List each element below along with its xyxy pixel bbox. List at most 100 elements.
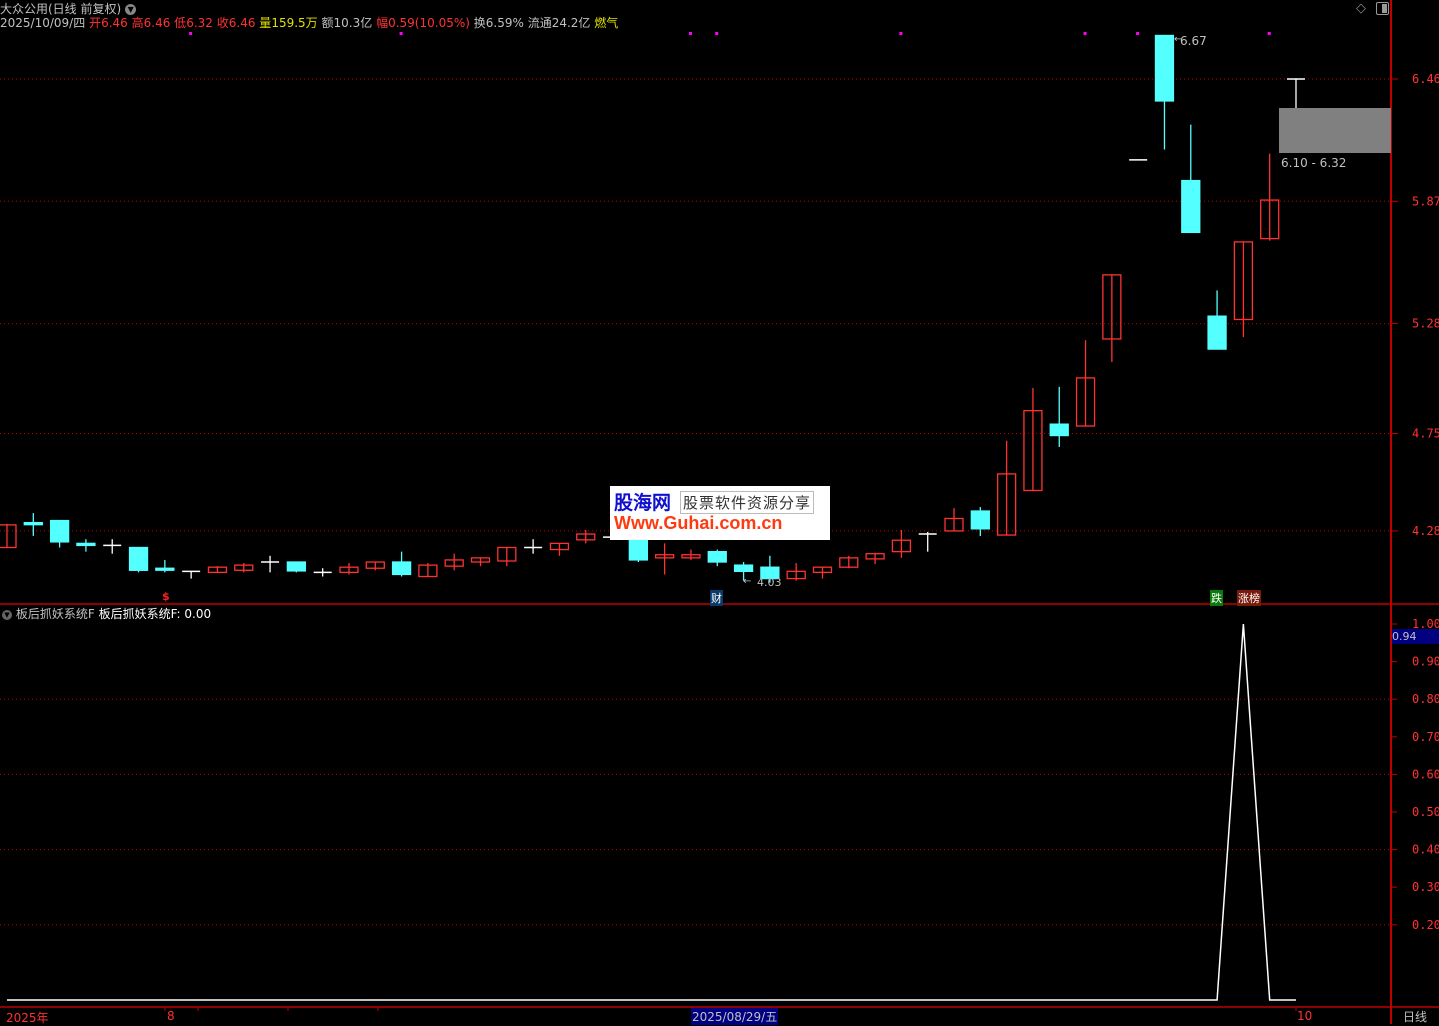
low-label: 低 — [174, 16, 187, 30]
finance-marker[interactable]: 财 — [710, 590, 723, 606]
candle-body — [839, 557, 859, 568]
candle-body — [576, 533, 596, 541]
indicator-line — [7, 623, 1296, 1001]
price-range-box — [1279, 108, 1391, 153]
indicator-header[interactable]: ▼ 板后抓妖系统F 板后抓妖系统F: 0.00 — [2, 605, 211, 622]
candle-body — [1233, 241, 1254, 321]
indicator-yaxis-label: 0.90 — [1412, 655, 1439, 669]
candle-body — [1181, 179, 1201, 234]
yaxis-label: 5.28 — [1412, 317, 1439, 331]
signal-dot — [899, 32, 903, 35]
float-cap-value: 流通24.2亿 — [527, 16, 591, 30]
indicator-yaxis-label: 0.80 — [1412, 692, 1439, 706]
yaxis-label: 6.46 — [1412, 72, 1439, 86]
period-selector[interactable]: 日线 — [1403, 1010, 1428, 1024]
sector-link[interactable]: 燃气 — [594, 16, 619, 30]
quote-date: 2025/10/09/四 — [0, 16, 86, 30]
indicator-yaxis-label: 1.00 — [1412, 617, 1439, 631]
watermark-banner: 股海网 股票软件资源分享 Www.Guhai.com.cn — [610, 486, 830, 540]
candle-body — [655, 554, 675, 559]
limit-down-marker[interactable]: 跌 — [1210, 590, 1223, 606]
dollar-marker[interactable]: $ — [162, 590, 170, 603]
candle-body — [0, 524, 17, 549]
candle-body — [365, 561, 385, 569]
amount-value: 额10.3亿 — [321, 16, 373, 30]
candle-body — [865, 553, 885, 560]
indicator-yaxis-label: 0.30 — [1412, 880, 1439, 894]
signal-dot — [688, 32, 692, 35]
watermark-logo: 股海网 — [614, 492, 672, 514]
chart-title[interactable]: 大众公用(日线 前复权) ▼ — [0, 0, 137, 17]
indicator-value: 板后抓妖系统F: 0.00 — [98, 607, 212, 621]
diamond-icon[interactable]: ◇ — [1356, 1, 1366, 16]
quote-bar: 2025/10/09/四 开6.46 高6.46 低6.32 收6.46 量15… — [0, 14, 618, 31]
signal-dot — [1267, 32, 1271, 35]
candle-body — [628, 538, 648, 561]
candle-body — [681, 554, 701, 559]
signal-dot — [189, 32, 193, 35]
close-label: 收 — [216, 16, 229, 30]
signal-dot — [1083, 32, 1087, 35]
candle-body — [970, 510, 990, 530]
candle-body — [23, 521, 43, 526]
candle-body — [707, 550, 727, 563]
candle-body — [470, 557, 491, 563]
candle-body — [812, 566, 833, 574]
indicator-yaxis-label: 0.70 — [1412, 730, 1439, 744]
cursor-value-badge: 0.94 — [1392, 629, 1439, 644]
yaxis-label: 4.28 — [1412, 524, 1439, 538]
candle-body — [391, 561, 412, 576]
volume-value: 159.5万 — [271, 16, 318, 30]
indicator-yaxis-label: 0.50 — [1412, 805, 1439, 819]
candle-body — [733, 564, 754, 572]
candle-body — [76, 542, 96, 547]
candle-body — [760, 566, 780, 580]
candle-body — [786, 570, 806, 580]
panel-toggle-icon[interactable] — [1376, 2, 1389, 15]
indicator-yaxis-label: 0.20 — [1412, 918, 1439, 932]
change-value: 0.59(10.05%) — [388, 16, 470, 30]
change-label: 幅 — [376, 16, 389, 30]
xaxis-label-month: 8 — [167, 1009, 175, 1023]
candle-body — [1154, 34, 1175, 102]
candle-body — [444, 559, 464, 567]
candle-body — [1075, 377, 1096, 427]
candle-body — [49, 519, 70, 543]
limit-up-list-marker[interactable]: 涨榜 — [1237, 590, 1261, 606]
candle-body — [339, 566, 359, 574]
open-value: 6.46 — [101, 16, 128, 30]
candle-body — [1102, 274, 1122, 340]
watermark-slogan: 股票软件资源分享 — [680, 491, 815, 514]
chevron-down-icon[interactable]: ▼ — [2, 609, 12, 620]
signal-dot — [1136, 32, 1140, 35]
candle-body — [234, 564, 254, 571]
indicator-yaxis-label: 0.40 — [1412, 843, 1439, 857]
low-value: 6.32 — [186, 16, 213, 30]
candle-body — [128, 546, 149, 571]
chevron-down-icon[interactable]: ▼ — [125, 4, 137, 15]
indicator-yaxis-label: 0.60 — [1412, 767, 1439, 781]
candle-body — [418, 564, 438, 578]
price-range-label: 6.10 - 6.32 — [1281, 156, 1347, 170]
high-value: 6.46 — [143, 16, 171, 30]
candle-body — [1260, 199, 1280, 240]
candle-body — [497, 546, 517, 562]
yaxis-label: 5.87 — [1412, 194, 1439, 208]
candle-body — [1207, 315, 1227, 350]
signal-dot — [715, 32, 719, 35]
candle-body — [944, 517, 964, 532]
candle-body — [207, 566, 228, 574]
candle-body — [549, 542, 570, 551]
indicator-name: 板后抓妖系统F — [15, 607, 95, 621]
yaxis-label: 4.75 — [1412, 426, 1439, 440]
candle-body — [286, 561, 307, 572]
candle-body — [996, 473, 1017, 536]
xaxis-cursor-date: 2025/08/29/五 — [691, 1008, 779, 1025]
candle-body — [891, 539, 912, 553]
high-marker-label: 6.67 — [1180, 34, 1207, 48]
xaxis-label-year: 2025年 — [6, 1011, 49, 1025]
turnover-value: 换6.59% — [473, 16, 524, 30]
open-label: 开 — [89, 16, 102, 30]
candle-body — [1049, 423, 1069, 437]
